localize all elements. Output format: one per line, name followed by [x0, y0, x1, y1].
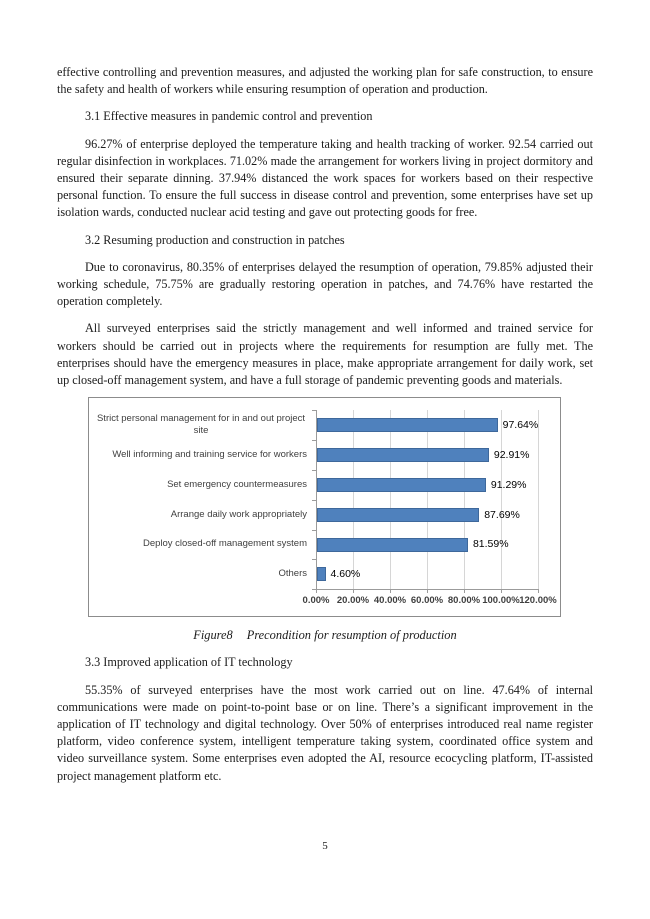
document-page: effective controlling and prevention mea…: [57, 65, 593, 783]
chart-y-tick: [312, 529, 316, 531]
page-number: 5: [322, 840, 328, 852]
chart-bar: [317, 567, 326, 582]
chart-x-tick-label: 80.00%: [447, 595, 481, 607]
chart-data-label: 97.64%: [502, 419, 539, 432]
chart-category-label-text: Well informing and training service for …: [112, 448, 307, 460]
chart-bar: [317, 507, 480, 522]
figure-caption: Figure8 Precondition for resumption of pr…: [57, 627, 593, 644]
chart-x-tick: [316, 589, 317, 594]
paragraph-3-1: 96.27% of enterprise deployed the temper…: [57, 136, 593, 220]
chart-y-tick: [312, 499, 316, 501]
figure-8-chart: 0.00% 20.00% 40.00% 60.00% 80.00% 100.00% 120.…: [88, 397, 561, 618]
chart-gridline: [427, 410, 428, 590]
chart-bar: [317, 537, 468, 552]
figure-caption-label: Figure8: [193, 628, 233, 643]
chart-gridline: [353, 410, 354, 590]
paragraph-continuation: effective controlling and prevention mea…: [57, 65, 593, 97]
chart-x-tick-label: 40.00%: [373, 595, 407, 607]
chart-bar: [317, 418, 498, 433]
chart-x-tick-label: 100.00%: [482, 595, 520, 607]
chart-category-label: Arrange daily work appropriately: [95, 500, 307, 530]
chart-category-label: Strict personal management for in and ou…: [95, 410, 307, 440]
chart-x-tick-label: 60.00%: [410, 595, 444, 607]
chart-bar: [317, 477, 486, 492]
chart-x-tick: [464, 589, 465, 594]
chart-category-label-text: Set emergency countermeasures: [167, 478, 307, 490]
chart-x-tick-label: 0.00%: [302, 595, 330, 607]
chart-gridline: [464, 410, 465, 590]
chart-y-tick: [312, 589, 316, 591]
paragraph-3-2-b: All surveyed enterprises said the strict…: [57, 321, 593, 388]
chart-y-tick: [312, 469, 316, 471]
paragraph-3-2-a: Due to coronavirus, 80.35% of enterprise…: [57, 259, 593, 309]
chart-x-tick-label: 120.00%: [519, 595, 557, 607]
chart-data-label: 92.91%: [493, 448, 530, 461]
chart-y-tick: [312, 410, 316, 412]
chart-y-tick: [312, 559, 316, 561]
chart-category-label: Well informing and training service for …: [95, 440, 307, 470]
heading-3-2: 3.2 Resuming production and construction…: [85, 232, 345, 247]
chart-category-label: Set emergency countermeasures: [95, 470, 307, 500]
chart-y-tick: [312, 440, 316, 442]
chart-x-tick-label: 20.00%: [336, 595, 370, 607]
chart-x-tick: [353, 589, 354, 594]
figure-caption-text: Precondition for resumption of productio…: [246, 628, 457, 643]
chart-category-label: Deploy closed-off management system: [95, 530, 307, 560]
chart-bar: [317, 448, 489, 462]
chart-data-label: 87.69%: [484, 508, 520, 521]
chart-category-label-text: Others: [278, 568, 307, 580]
chart-category-label-text: Strict personal management for in and ou…: [96, 413, 306, 437]
chart-category-label: Others: [95, 559, 307, 589]
chart-gridline: [501, 410, 502, 590]
chart-gridline: [390, 410, 391, 590]
chart-y-axis-line: [316, 410, 317, 591]
paragraph-3-3: 55.35% of surveyed enterprises have the …: [57, 682, 593, 783]
chart-x-tick: [390, 589, 391, 594]
chart-data-label: 81.59%: [472, 538, 509, 551]
chart-x-tick: [427, 589, 428, 594]
chart-data-label: 91.29%: [490, 478, 527, 491]
chart-x-tick: [501, 589, 502, 594]
chart-x-tick: [538, 589, 539, 594]
chart-data-label: 4.60%: [330, 568, 361, 581]
heading-3-1: 3.1 Effective measures in pandemic contr…: [85, 109, 373, 124]
chart-gridline: [538, 410, 539, 590]
chart-category-label-text: Deploy closed-off management system: [142, 538, 307, 550]
heading-3-3: 3.3 Improved application of IT technolog…: [85, 655, 293, 670]
chart-category-label-text: Arrange daily work appropriately: [170, 508, 307, 520]
